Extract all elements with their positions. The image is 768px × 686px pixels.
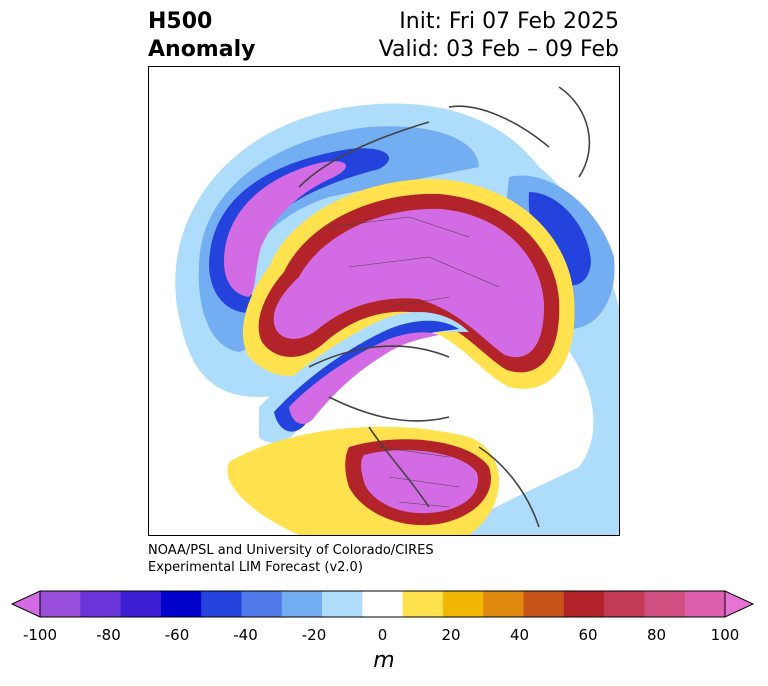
colorbar-tick-label: -60 [164,626,190,644]
colorbar-tick-label: 0 [377,626,388,644]
colorbar-extend-min [10,590,41,618]
title-line-1: H500 [148,9,213,34]
colorbar-tick-label: -40 [233,626,258,644]
country-borders [328,216,500,508]
colorbar-tick-label: 60 [578,626,598,644]
colorbar-bin [40,591,81,617]
colorbar-bin [362,591,404,617]
colorbar-tick-label: 100 [710,626,740,644]
colorbar-unit: m [373,648,395,673]
colorbar-bin [684,591,726,617]
colorbar-tick-label: 20 [441,626,461,644]
colorbar-bin [80,591,122,617]
init-date: Init: Fri 07 Feb 2025 [399,9,619,34]
credit-text: NOAA/PSL and University of Colorado/CIRE… [148,542,434,576]
colorbar-bin [523,591,565,617]
negative-anomaly-siberia-core [209,148,389,313]
colorbar-bin [160,591,202,617]
colorbar-bin [120,591,162,617]
credit-line-1: NOAA/PSL and University of Colorado/CIRE… [148,543,434,558]
credit-line-2: Experimental LIM Forecast (v2.0) [148,560,363,575]
negative-anomaly-canada-peak [289,332,439,424]
colorbar-bin [281,591,323,617]
colorbar-bin [442,591,484,617]
colorbar-tick-label: -20 [301,626,327,644]
map-title: H500 Anomaly [148,8,255,64]
negative-anomaly-europe-core [528,192,591,286]
colorbar-tick-label: -80 [96,626,121,644]
colorbar-tick-label: 40 [509,626,530,644]
colorbar-extend-max [724,590,755,618]
colorbar-bin [563,591,605,617]
colorbar-bin [322,591,363,617]
colorbar-bin [604,591,645,617]
colorbar-tick-label: 80 [646,626,667,644]
positive-anomaly-core [273,208,545,358]
colorbar [10,590,755,618]
colorbar-bin [241,591,283,617]
colorbar-outline [39,590,726,618]
colorbar-bin [644,591,686,617]
negative-anomaly-siberia-peak [224,161,346,297]
coastline [298,86,591,528]
title-line-2: Anomaly [148,37,256,62]
anomaly-map-canvas [175,86,619,535]
valid-range: Valid: 03 Feb – 09 Feb [378,37,619,62]
colorbar-bin [483,591,525,617]
colorbar-bin [201,591,242,617]
colorbar-bin [402,591,444,617]
forecast-dates: Init: Fri 07 Feb 2025 Valid: 03 Feb – 09… [379,8,619,64]
colorbar-tick-label: -100 [22,626,58,644]
anomaly-map [148,66,620,536]
